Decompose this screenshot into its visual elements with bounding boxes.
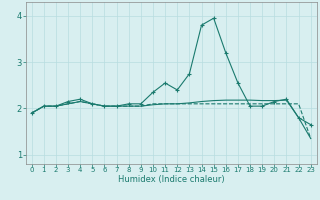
X-axis label: Humidex (Indice chaleur): Humidex (Indice chaleur) <box>118 175 225 184</box>
